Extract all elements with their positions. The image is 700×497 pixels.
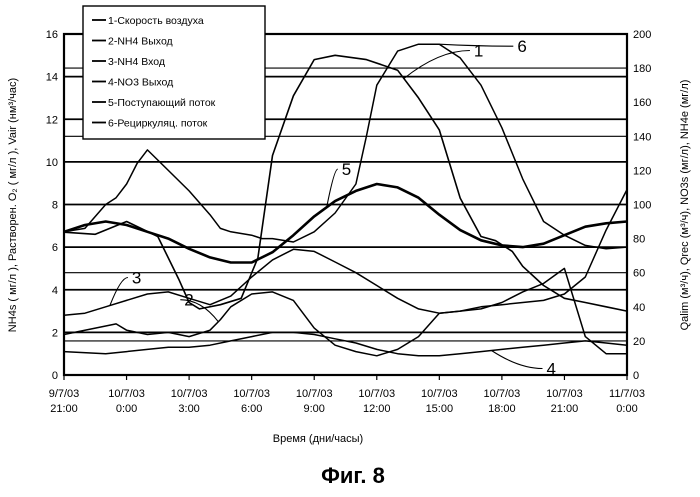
- legend: 1-Скорость воздуха 2-NH4 Выход 3-NH4 Вход 4…: [82, 5, 266, 140]
- x-tick-date: 10/7/03: [358, 388, 395, 400]
- right-tick-label: 20: [633, 336, 645, 348]
- right-axis-title: Qalim (м³/ч), Qrec (м³/ч), NO3s (мг/л), …: [679, 80, 691, 331]
- callout-leader: [403, 49, 470, 79]
- x-axis-title: Время (дни/часы): [273, 433, 363, 445]
- left-tick-label: 2: [52, 327, 58, 339]
- right-tick-label: 180: [633, 63, 651, 75]
- x-tick-date: 9/7/03: [49, 388, 80, 400]
- series-line-6: [63, 43, 628, 250]
- x-tick-date: 10/7/03: [108, 388, 145, 400]
- x-tick-time: 6:00: [241, 403, 262, 415]
- left-tick-label: 12: [46, 114, 58, 126]
- callout-label: 1: [474, 42, 483, 61]
- callout-leader: [439, 43, 514, 47]
- right-tick-label: 100: [633, 200, 651, 212]
- left-tick-label: 0: [52, 370, 58, 382]
- x-tick-date: 10/7/03: [233, 388, 270, 400]
- left-axis-title: NH4s ( мг/л ), Растворен. O₂ ( мг/л ), V…: [7, 78, 19, 332]
- callout-label: 3: [132, 269, 141, 288]
- left-tick-label: 16: [46, 29, 58, 41]
- legend-box: [82, 5, 266, 140]
- callout-label: 4: [546, 359, 555, 378]
- x-tick-time: 21:00: [50, 403, 78, 415]
- x-tick-date: 10/7/03: [296, 388, 333, 400]
- series-lines: [63, 43, 628, 357]
- x-tick-date: 10/7/03: [421, 388, 458, 400]
- left-tick-label: 6: [52, 242, 58, 254]
- right-tick-label: 160: [633, 97, 651, 109]
- right-tick-label: 0: [633, 370, 639, 382]
- legend-label: 3-NH4 Вход: [108, 56, 165, 68]
- legend-label: 4-NO3 Выход: [108, 77, 173, 89]
- callout-leader: [491, 350, 543, 370]
- x-tick-date: 10/7/03: [546, 388, 583, 400]
- x-tick-date: 10/7/03: [171, 388, 208, 400]
- series-callouts: 1 2 3 4 5 6: [109, 37, 556, 378]
- x-tick-time: 12:00: [363, 403, 391, 415]
- right-tick-label: 120: [633, 165, 651, 177]
- callout-leader: [326, 168, 338, 208]
- left-tick-label: 4: [52, 285, 58, 297]
- right-tick-label: 200: [633, 29, 651, 41]
- x-tick-time: 0:00: [616, 403, 637, 415]
- callout-leader: [180, 299, 219, 323]
- legend-label: 5-Поступающий поток: [108, 97, 216, 109]
- left-tick-label: 8: [52, 200, 58, 212]
- x-tick-time: 9:00: [304, 403, 325, 415]
- left-tick-label: 10: [46, 157, 58, 169]
- x-tick-time: 15:00: [426, 403, 454, 415]
- x-tick-time: 3:00: [178, 403, 199, 415]
- x-axis-ticks: 9/7/03 21:00 10/7/03 0:00 10/7/03 3:00 10/7/03…: [49, 375, 645, 415]
- callout-leader: [109, 276, 129, 306]
- x-tick-date: 11/7/03: [609, 388, 645, 400]
- right-axis-ticks: 0 20 40 60 80 100 120 140 160 180 200: [633, 29, 651, 382]
- left-tick-label: 14: [46, 72, 58, 84]
- callout-label: 6: [517, 37, 526, 56]
- series-line-2: [63, 267, 627, 357]
- right-tick-label: 140: [633, 131, 651, 143]
- legend-label: 6-Рециркуляц. поток: [108, 118, 208, 130]
- callout-label: 2: [184, 291, 193, 310]
- figure-caption: Фиг. 8: [321, 463, 385, 488]
- right-tick-label: 40: [633, 302, 645, 314]
- right-tick-label: 80: [633, 234, 645, 246]
- callout-label: 5: [342, 160, 351, 179]
- x-tick-date: 10/7/03: [484, 388, 521, 400]
- x-tick-time: 18:00: [488, 403, 516, 415]
- x-tick-time: 0:00: [116, 403, 137, 415]
- series-line-5: [63, 182, 628, 264]
- legend-label: 2-NH4 Выход: [108, 36, 173, 48]
- series-line-4: [63, 331, 628, 357]
- left-axis-ticks: 0 2 4 6 8 10 12 14 16: [46, 29, 58, 382]
- legend-label: 1-Скорость воздуха: [108, 15, 204, 27]
- series-line-3: [63, 189, 628, 317]
- series-line-1: [63, 54, 628, 312]
- x-tick-time: 21:00: [551, 403, 579, 415]
- right-tick-label: 60: [633, 268, 645, 280]
